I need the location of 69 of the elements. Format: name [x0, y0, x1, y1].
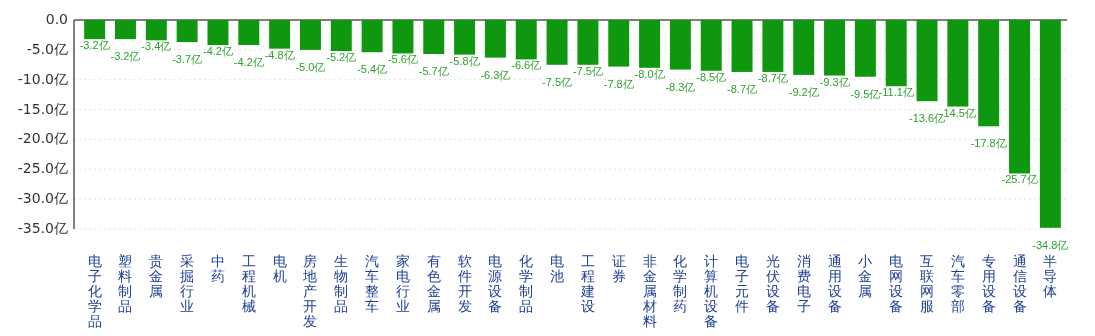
data-label: -25.7亿	[1001, 173, 1038, 186]
x-tick-label: 计算机设备	[704, 253, 719, 329]
y-tick-label: -20.0亿	[17, 130, 68, 147]
x-tick-label: 工程建设	[579, 253, 595, 314]
x-tick-label: 电子元件	[735, 253, 750, 314]
data-label: -4.2亿	[202, 45, 233, 58]
x-tick-label: 工程机械	[241, 253, 256, 314]
y-tick-label: -25.0亿	[17, 160, 68, 177]
data-label: -5.7亿	[418, 65, 449, 78]
x-tick-label: 电网设备	[889, 253, 904, 314]
x-tick-label: 有色金属	[426, 253, 441, 314]
x-tick-label: 汽车零部	[950, 253, 965, 314]
data-label: -6.6亿	[511, 59, 542, 72]
x-tick-label: 中药	[210, 253, 225, 284]
data-label: -8.0亿	[634, 67, 665, 80]
x-tick-label: 电池	[550, 253, 565, 284]
x-tick-label: 互联网服	[920, 253, 935, 314]
data-label: -8.7亿	[757, 71, 788, 84]
y-tick-label: 0.0	[45, 11, 68, 27]
data-label: -5.4亿	[357, 63, 388, 76]
data-label: -6.3亿	[480, 68, 511, 81]
data-label: -9.5亿	[850, 87, 881, 100]
x-tick-label: 通用设备	[827, 253, 842, 314]
data-label: -34.8亿	[1032, 238, 1069, 251]
x-tick-label: 家电行业	[395, 253, 410, 314]
x-tick-label: 贵金属	[149, 253, 164, 299]
x-tick-label: 消费电子	[796, 253, 811, 314]
x-tick-label: 化学制品	[519, 253, 534, 314]
x-tick-label: 电子化学品	[87, 253, 102, 329]
data-label: -9.3亿	[819, 75, 850, 88]
x-tick-label: 采掘行业	[180, 253, 195, 314]
data-label: -8.3亿	[665, 80, 696, 93]
x-tick-label: 化学制药	[673, 253, 688, 314]
y-tick-label: -30.0亿	[17, 190, 68, 207]
data-label: -17.8亿	[970, 137, 1007, 150]
data-label: -8.7亿	[727, 82, 758, 95]
x-tick-label: 电源设备	[488, 253, 503, 314]
x-tick-label: 电机	[272, 253, 287, 284]
data-label: -5.2亿	[326, 51, 357, 64]
data-label: -9.2亿	[788, 85, 819, 98]
data-label: -5.0亿	[295, 60, 326, 73]
x-tick-label: 小金属	[858, 253, 873, 299]
y-tick-label: -15.0亿	[17, 100, 68, 117]
y-tick-label: -5.0亿	[26, 40, 68, 57]
data-label: -3.2亿	[79, 39, 110, 52]
x-tick-label: 非金属材料	[641, 253, 657, 329]
y-tick-label: -10.0亿	[17, 70, 68, 87]
data-label: -7.5亿	[542, 75, 573, 88]
x-tick-label: 通信设备	[1012, 253, 1027, 314]
x-tick-label: 半导体	[1043, 253, 1058, 299]
data-label: -3.2亿	[110, 50, 141, 63]
x-tick-label: 证券	[611, 253, 626, 284]
data-label: -8.5亿	[696, 70, 727, 83]
x-tick-label: 软件开发	[457, 253, 472, 314]
x-tick-label: 生物制品	[334, 253, 349, 314]
x-tick-label: 汽车整车	[365, 253, 380, 314]
data-label: -5.6亿	[387, 53, 418, 66]
x-tick-label: 房地产开发	[302, 253, 318, 329]
data-label: -3.7亿	[172, 53, 203, 66]
data-label: -4.2亿	[233, 56, 264, 69]
x-tick-label: 光伏设备	[765, 253, 780, 314]
x-tick-label: 塑料制品	[118, 253, 133, 314]
data-label: -3.4亿	[141, 40, 172, 53]
x-tick-label: 专用设备	[981, 253, 996, 314]
data-label: -5.8亿	[449, 54, 480, 67]
data-label: -4.8亿	[264, 48, 295, 61]
data-label: -7.8亿	[603, 77, 634, 90]
y-tick-label: -35.0亿	[17, 220, 68, 236]
data-label: -7.5亿	[572, 64, 603, 77]
